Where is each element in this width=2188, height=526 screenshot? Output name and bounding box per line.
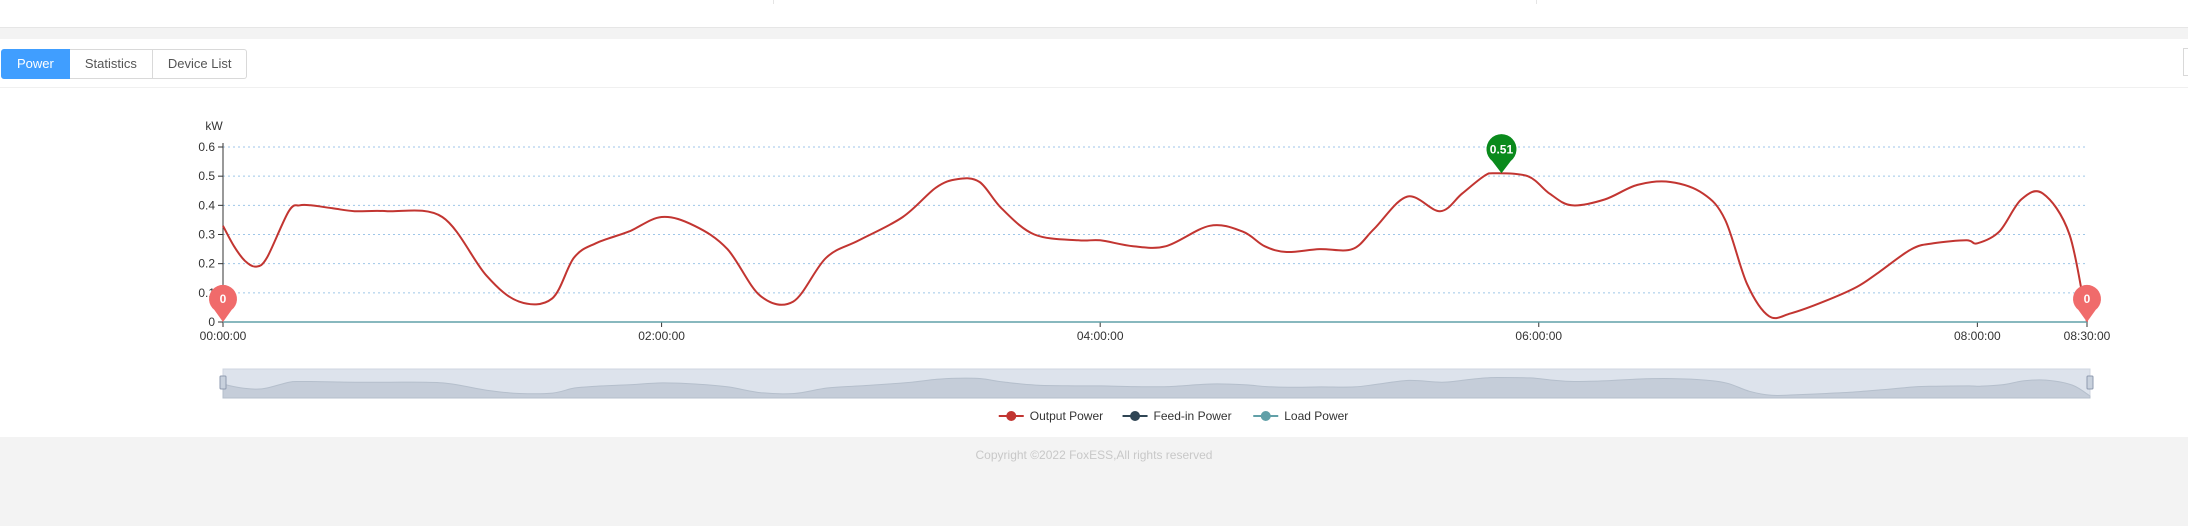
tab-power[interactable]: Power (1, 49, 70, 79)
legend-dot-icon (1130, 411, 1141, 421)
scroll-handle[interactable] (2183, 48, 2188, 76)
tab-divider (0, 87, 2188, 88)
legend-label: Load Power (1284, 409, 1348, 423)
legend-label: Output Power (1030, 409, 1103, 423)
zoom-handle-left[interactable] (219, 375, 227, 390)
copyright-text: Copyright ©2022 FoxESS,All rights reserv… (975, 448, 1213, 462)
marker-label: 0 (2084, 292, 2091, 306)
tab-statistics[interactable]: Statistics (69, 49, 153, 79)
top-divider (1536, 0, 1537, 4)
y-tick-label: 0.5 (198, 169, 215, 183)
zoom-handle-right[interactable] (2086, 375, 2094, 390)
tab-device-list[interactable]: Device List (152, 49, 248, 79)
x-tick-label: 08:00:00 (1954, 329, 2001, 343)
x-tick-label: 04:00:00 (1077, 329, 1124, 343)
marker-pin (2073, 284, 2102, 322)
x-tick-label: 08:30:00 (2064, 329, 2111, 343)
y-tick-label: 0.6 (198, 140, 215, 154)
y-tick-label: 0.3 (198, 228, 215, 242)
legend-dot-icon (1260, 411, 1271, 421)
x-tick-label: 02:00:00 (638, 329, 685, 343)
marker-label: 0 (220, 292, 227, 306)
x-tick-label: 00:00:00 (200, 329, 247, 343)
y-tick-label: 0.4 (198, 198, 215, 212)
y-tick-label: 0 (208, 315, 215, 329)
marker-pin (209, 284, 238, 322)
top-divider (773, 0, 774, 4)
tab-bar: Power Statistics Device List (1, 49, 248, 79)
x-tick-label: 06:00:00 (1515, 329, 1562, 343)
legend-label: Feed-in Power (1154, 409, 1232, 423)
zoom-slider-preview (222, 377, 2091, 399)
marker-pin (1486, 134, 1517, 174)
marker-label: 0.51 (1490, 142, 1514, 156)
legend-dot-icon (1006, 411, 1017, 421)
y-axis-unit: kW (205, 119, 223, 133)
y-tick-label: 0.2 (198, 257, 215, 271)
top-card (0, 0, 2188, 28)
series-line (222, 172, 2088, 323)
